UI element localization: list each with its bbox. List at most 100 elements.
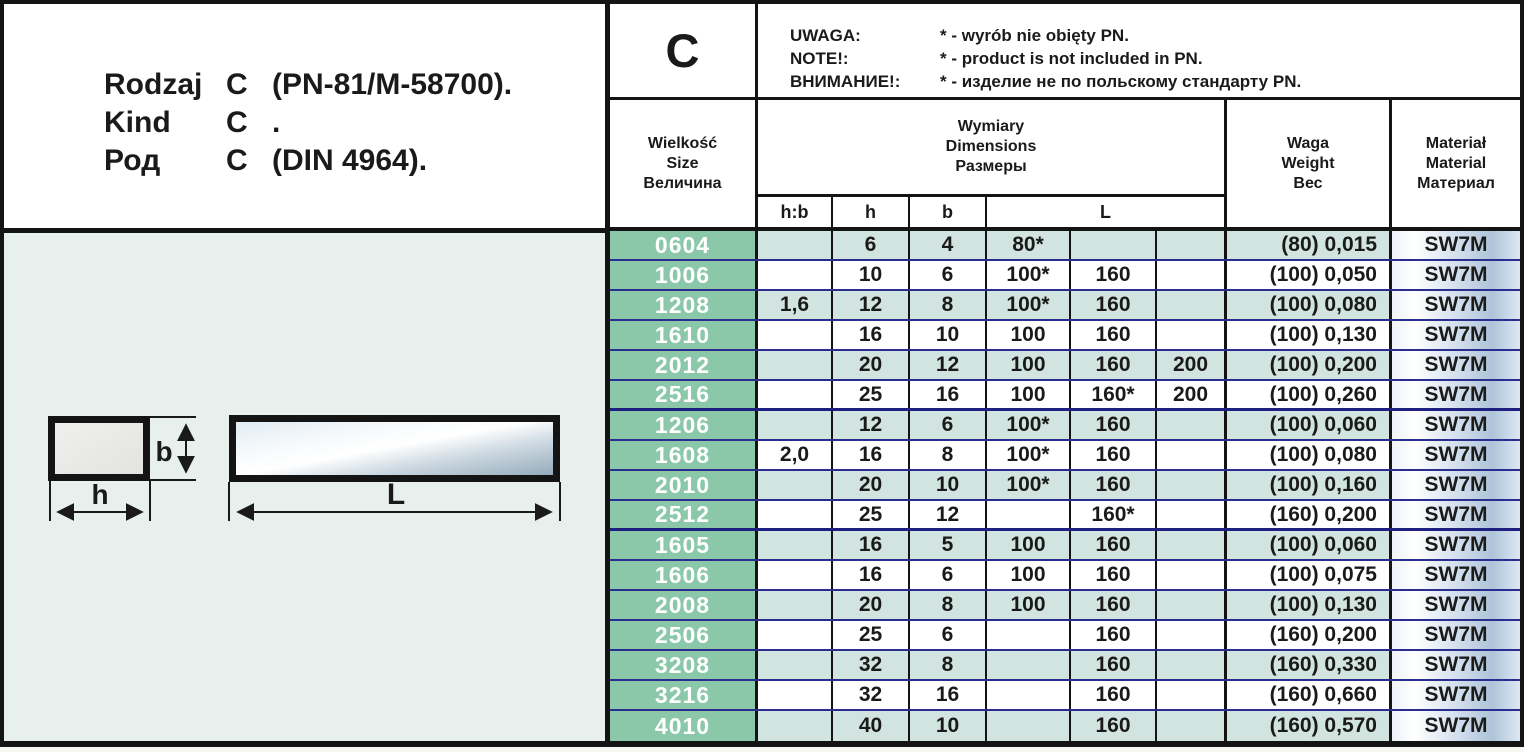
cell-l1 [987,681,1071,709]
cell-mat: SW7M [1392,471,1520,499]
cell-hb [758,531,833,559]
cell-mat: SW7M [1392,351,1520,379]
cell-mat: SW7M [1392,411,1520,439]
cell-h: 16 [833,561,910,589]
cell-b: 12 [910,351,987,379]
cell-l1: 100 [987,531,1071,559]
cell-l1: 100 [987,591,1071,619]
cell-l1 [987,651,1071,679]
cell-b: 12 [910,501,987,528]
cell-mat: SW7M [1392,591,1520,619]
cell-l3: 200 [1157,351,1227,379]
cell-b: 6 [910,561,987,589]
cell-size: 1208 [610,291,758,319]
table-row: 2008 20 8 100 160 (100) 0,130 SW7M [610,591,1520,621]
dimension-L [228,482,561,521]
cell-b: 6 [910,621,987,649]
table-row: 2506 25 6 160 (160) 0,200 SW7M [610,621,1520,651]
cell-weight: (80) 0,015 [1227,231,1392,259]
cell-mat: SW7M [1392,531,1520,559]
cell-hb [758,351,833,379]
header-line: Размеры [955,158,1027,175]
cell-l2: 160* [1071,381,1157,408]
title-block: Rodzaj C (PN-81/M-58700). Kind C . Род C… [104,66,512,180]
label-b: b [155,436,172,467]
cell-l2: 160 [1071,351,1157,379]
cell-l1: 100 [987,321,1071,349]
cell-hb: 2,0 [758,441,833,469]
cell-hb [758,261,833,289]
header-line: Material [1425,154,1487,172]
divider [605,0,610,747]
table-row: 3216 32 16 160 (160) 0,660 SW7M [610,681,1520,711]
cell-mat: SW7M [1392,231,1520,259]
title-rest: . [272,106,281,139]
table-row: 2516 25 16 100 160* 200 (100) 0,260 SW7M [610,381,1520,411]
divider [0,741,1524,747]
dimension-b [150,416,196,481]
cell-weight: (100) 0,080 [1227,441,1392,469]
cell-hb [758,471,833,499]
cell-h: 25 [833,621,910,649]
cell-size: 1605 [610,531,758,559]
cell-l3 [1157,591,1227,619]
cell-b: 8 [910,291,987,319]
cell-l1: 100* [987,441,1071,469]
title-letter: C [226,144,248,177]
cell-weight: (100) 0,160 [1227,471,1392,499]
note-text: * - изделие не по польскому стандарту PN… [940,72,1302,91]
cell-l1 [987,501,1071,528]
cell-size: 3216 [610,681,758,709]
cell-hb [758,411,833,439]
dimension-h [49,481,151,521]
cell-l3 [1157,441,1227,469]
cell-size: 1206 [610,411,758,439]
cell-l1: 100* [987,291,1071,319]
cross-section-shape [48,416,150,481]
table-row: 2012 20 12 100 160 200 (100) 0,200 SW7M [610,351,1520,381]
cell-size: 4010 [610,711,758,741]
title-label: Rodzaj [104,68,203,101]
cell-h: 12 [833,291,910,319]
page-border [0,0,1524,4]
table-row: 1208 1,6 12 8 100* 160 (100) 0,080 SW7M [610,291,1520,321]
cell-mat: SW7M [1392,261,1520,289]
cell-h: 25 [833,501,910,528]
cell-b: 5 [910,531,987,559]
title-row-kind: Kind C . [104,104,512,142]
cell-h: 12 [833,411,910,439]
cell-weight: (100) 0,050 [1227,261,1392,289]
title-rest: (DIN 4964). [272,144,428,177]
cell-b: 10 [910,471,987,499]
header-line: Материал [1417,174,1495,192]
cell-l2: 160 [1071,591,1157,619]
cell-size: 0604 [610,231,758,259]
table-row: 2512 25 12 160* (160) 0,200 SW7M [610,501,1520,531]
title-label: Род [104,144,161,177]
cell-weight: (100) 0,060 [1227,411,1392,439]
cell-h: 16 [833,321,910,349]
title-row-rodzaj: Rodzaj C (PN-81/M-58700). [104,66,512,104]
cell-h: 32 [833,651,910,679]
cell-weight: (160) 0,330 [1227,651,1392,679]
cell-l2: 160 [1071,471,1157,499]
cell-h: 20 [833,591,910,619]
table-row: 1610 16 10 100 160 (100) 0,130 SW7M [610,321,1520,351]
cell-h: 10 [833,261,910,289]
cell-hb [758,711,833,741]
cell-l1: 100 [987,351,1071,379]
cell-size: 2506 [610,621,758,649]
cell-weight: (100) 0,130 [1227,321,1392,349]
type-letter-cell: C [610,4,758,97]
page-border [0,0,4,747]
subheader-row: h:b h b L [758,194,1227,227]
cell-weight: (160) 0,200 [1227,501,1392,528]
cell-size: 2516 [610,381,758,408]
cell-hb [758,501,833,528]
header-line: Вес [1293,174,1323,192]
table-row: 4010 40 10 160 (160) 0,570 SW7M [610,711,1520,741]
cell-mat: SW7M [1392,681,1520,709]
cell-size: 2012 [610,351,758,379]
header-line: Величина [643,174,722,192]
